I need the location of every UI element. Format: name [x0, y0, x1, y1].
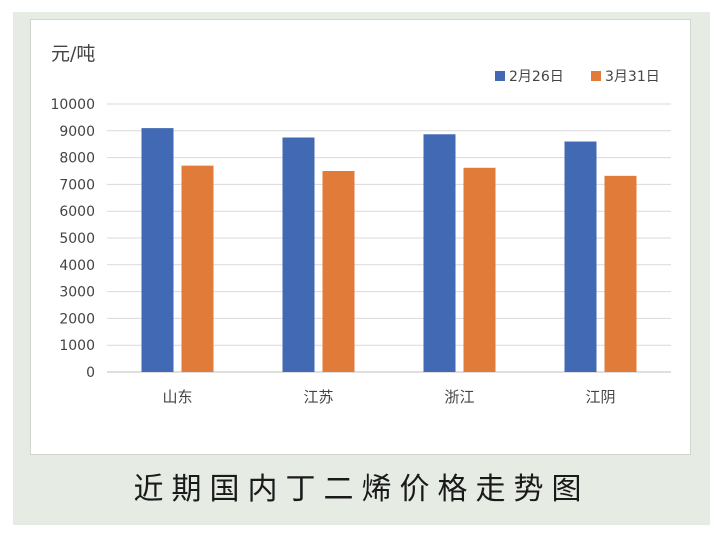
x-tick-label: 江阴 — [585, 388, 615, 406]
y-tick-label: 2000 — [59, 311, 95, 327]
bar-series2 — [463, 167, 496, 372]
y-tick-label: 4000 — [59, 258, 95, 274]
bar-series1 — [141, 128, 174, 372]
bar-chart: 元/吨 0 1000 2000 3000 4000 5000 6000 7000 8000 900… — [50, 43, 671, 406]
bar-series1 — [564, 141, 597, 372]
x-tick-label: 山东 — [162, 388, 192, 406]
legend-label: 2月26日 — [509, 69, 564, 85]
chart-container: 元/吨 0 1000 2000 3000 4000 5000 6000 7000 8000 900… — [30, 19, 691, 455]
bar-series2 — [604, 175, 637, 372]
chart-caption: 近期国内丁二烯价格走势图 — [133, 472, 590, 507]
bar-series1 — [423, 134, 456, 372]
y-tick-label: 8000 — [59, 151, 95, 167]
figure-panel: 元/吨 0 1000 2000 3000 4000 5000 6000 7000 8000 900… — [13, 12, 710, 525]
bar-series2 — [322, 171, 355, 372]
y-tick-label: 10000 — [50, 97, 95, 113]
x-tick-label: 浙江 — [444, 388, 474, 406]
bars — [141, 128, 637, 372]
y-tick-label: 6000 — [59, 204, 95, 220]
y-tick-label: 7000 — [59, 177, 95, 193]
y-axis-unit-label: 元/吨 — [51, 43, 95, 65]
y-tick-label: 0 — [86, 365, 95, 381]
legend-label: 3月31日 — [605, 69, 660, 85]
y-tick-labels: 0 1000 2000 3000 4000 5000 6000 7000 8000 9000 100… — [50, 97, 95, 381]
y-tick-label: 1000 — [59, 338, 95, 354]
legend: 2月26日 3月31日 — [495, 69, 660, 85]
x-tick-label: 江苏 — [303, 388, 333, 406]
legend-swatch — [495, 71, 505, 81]
y-tick-label: 9000 — [59, 124, 95, 140]
bar-series2 — [181, 165, 214, 372]
y-tick-label: 3000 — [59, 285, 95, 301]
bar-series1 — [282, 137, 315, 372]
x-tick-labels: 山东 江苏 浙江 江阴 — [162, 388, 615, 406]
y-tick-label: 5000 — [59, 231, 95, 247]
legend-swatch — [591, 71, 601, 81]
